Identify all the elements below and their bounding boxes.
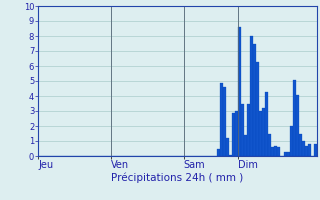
- Bar: [232, 112, 235, 156]
- Bar: [271, 147, 275, 156]
- Bar: [220, 82, 223, 156]
- Bar: [305, 146, 308, 156]
- Bar: [292, 79, 296, 156]
- Bar: [277, 147, 281, 156]
- Bar: [244, 135, 247, 156]
- Bar: [238, 27, 241, 156]
- Bar: [226, 138, 229, 156]
- Bar: [247, 104, 250, 156]
- Bar: [265, 92, 268, 156]
- Bar: [284, 152, 286, 156]
- Bar: [229, 154, 232, 156]
- Bar: [253, 44, 256, 156]
- Bar: [299, 134, 302, 156]
- Bar: [302, 141, 305, 156]
- Bar: [250, 36, 253, 156]
- Bar: [256, 62, 259, 156]
- Bar: [314, 144, 317, 156]
- Bar: [223, 87, 226, 156]
- Bar: [241, 104, 244, 156]
- Bar: [290, 126, 292, 156]
- Bar: [296, 95, 299, 156]
- Bar: [286, 152, 290, 156]
- Bar: [268, 134, 271, 156]
- Bar: [235, 111, 238, 156]
- Bar: [262, 108, 265, 156]
- X-axis label: Précipitations 24h ( mm ): Précipitations 24h ( mm ): [111, 173, 244, 183]
- Bar: [275, 146, 277, 156]
- Bar: [217, 148, 220, 156]
- Bar: [308, 144, 311, 156]
- Bar: [259, 111, 262, 156]
